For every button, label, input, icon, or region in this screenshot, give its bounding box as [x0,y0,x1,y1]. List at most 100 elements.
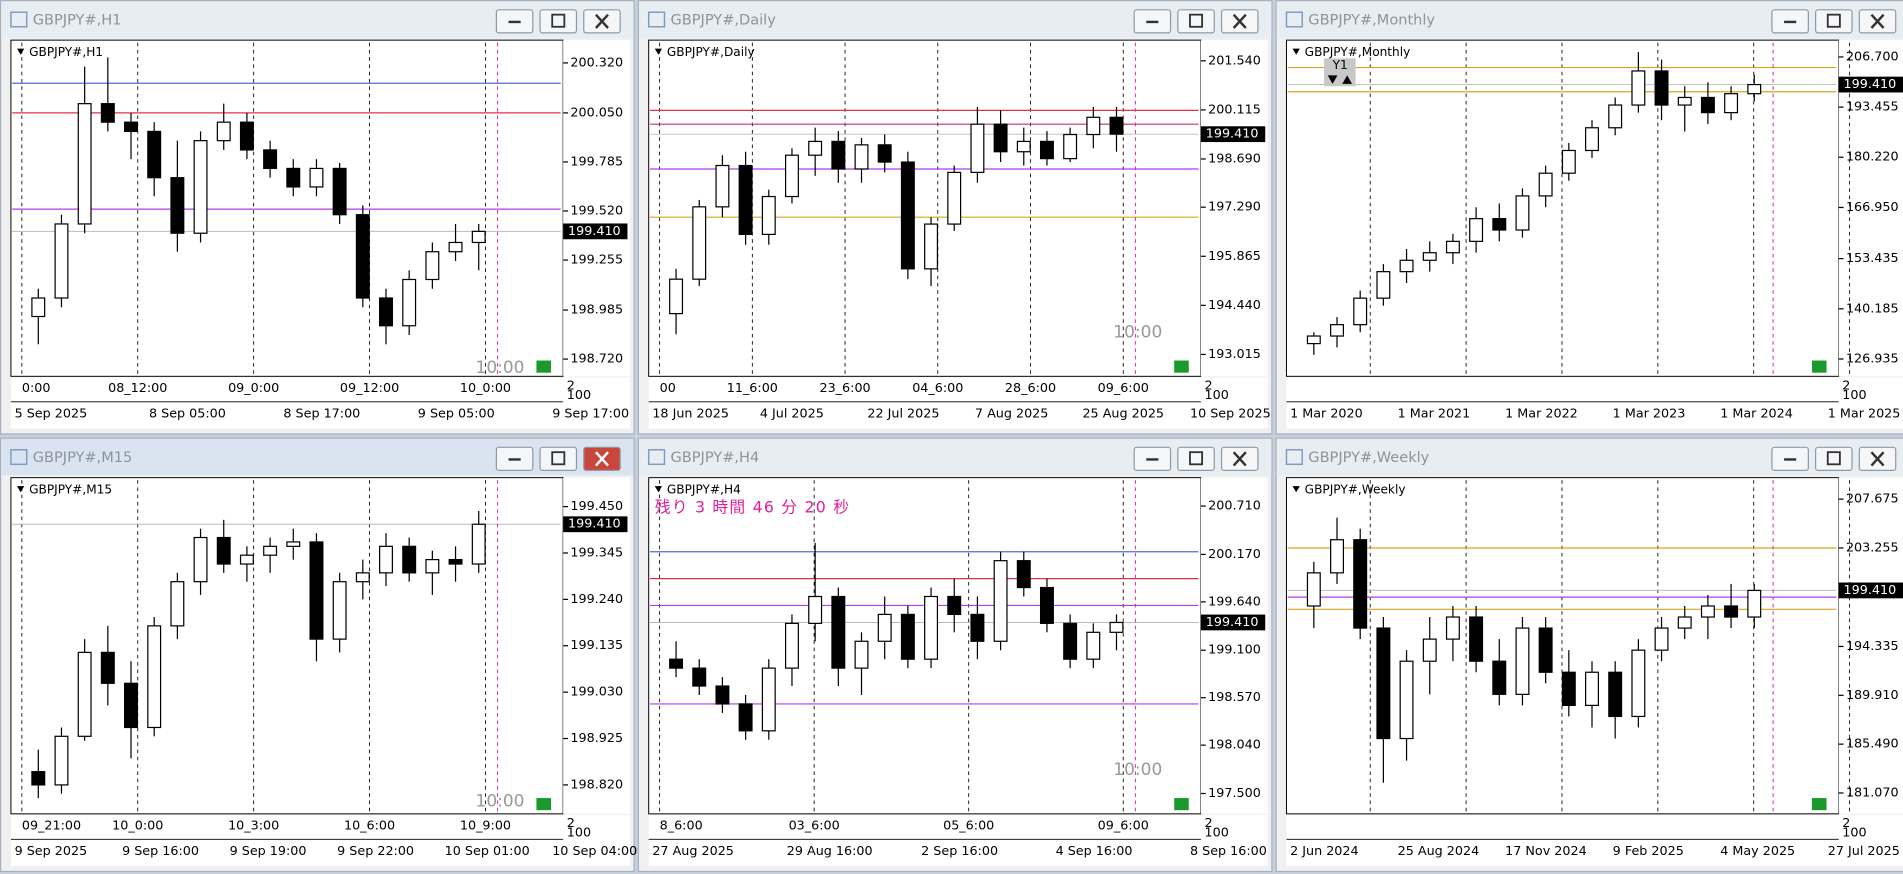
candle-body [993,123,1008,153]
price-tick-label: 140.185 [1846,301,1899,316]
candle-body [1422,638,1437,662]
candle-body [1086,631,1101,660]
maximize-button[interactable] [539,9,578,34]
maximize-button[interactable] [1177,9,1215,34]
price-tick-label: 199.520 [570,204,623,219]
candle-body [784,154,799,198]
date-label: 4 Jul 2025 [760,406,824,421]
window-title: GBPJPY#,H1 [33,12,122,29]
candle-body [877,613,892,642]
candle-body [738,164,753,236]
candle-body [355,572,370,583]
price-tick-label: 197.290 [1208,200,1261,215]
candle-body [1330,539,1344,574]
price-tick-label: 199.100 [1208,643,1261,658]
scale-corner: 2 [567,379,575,394]
time-axis [10,815,630,867]
candle-body [947,171,962,225]
price-tick-label: 198.985 [570,303,623,318]
label-arrow [16,48,25,55]
window-title: GBPJPY#,M15 [33,449,133,466]
candle-body [1654,627,1669,651]
candle-body [970,613,985,642]
bar-timer: 10:00 [476,358,525,378]
candle-body [1353,297,1368,326]
price-tick-label: 193.015 [1208,347,1261,362]
candle-body [1608,671,1623,718]
candle-body [1747,589,1762,618]
candle-body [31,297,46,318]
time-axis [648,377,1268,429]
bid-box [1838,582,1903,599]
chart-label: GBPJPY#,H4 [667,482,741,496]
candle-body [332,581,347,640]
countdown: 残り 3 時間 46 分 20 秒 [655,497,850,516]
separator-label: 09_0:00 [228,381,279,396]
candle-body [1063,133,1078,160]
candle-body [1039,140,1054,160]
scale-corner: 100 [567,388,591,403]
maximize-button[interactable] [539,446,578,471]
price-tick-label: 200.115 [1208,102,1261,117]
price-tick-label: 198.925 [570,731,623,746]
date-label: 10 Sep 04:00 [552,844,637,859]
bid-label: 199.410 [1206,615,1259,630]
candle-body [1515,627,1530,695]
price-tick-label: 199.640 [1208,594,1261,609]
bid-label: 199.410 [568,224,621,239]
candle-body [1016,560,1031,589]
maximize-button[interactable] [1815,9,1853,34]
candle-body [1492,218,1507,231]
date-label: 7 Aug 2025 [975,406,1048,421]
close-glyph [595,13,609,29]
maximize-button[interactable] [1815,446,1853,471]
bid-box [563,516,628,533]
date-label: 10 Sep 2025 [1190,406,1271,421]
price-tick-label: 198.040 [1208,738,1261,753]
date-label: 10 Sep 01:00 [445,844,530,859]
date-label: 9 Sep 2025 [15,844,88,859]
candle-body [239,554,254,565]
bar-timer: 10:00 [1113,760,1162,780]
maximize-button[interactable] [1177,446,1215,471]
scale-corner: 100 [1842,826,1866,841]
maximize-glyph [1826,451,1841,466]
candle-body [761,195,776,236]
separator-label: 8_6:00 [660,818,703,833]
window-title: GBPJPY#,Weekly [1308,449,1429,466]
candle-body [263,149,278,170]
separator-label: 09_6:00 [1098,818,1149,833]
candle-body [425,558,440,574]
price-axis [563,40,630,377]
candle-body [761,667,776,732]
date-label: 18 Jun 2025 [652,406,729,421]
time-axis [1286,815,1903,867]
date-label: 8 Sep 05:00 [149,406,226,421]
window-icon [647,449,666,466]
status-icon [1174,360,1189,373]
candle-body [877,144,892,163]
close-glyph [595,451,609,467]
date-label: 4 Sep 16:00 [1056,844,1133,859]
candle-body [1422,252,1437,261]
badge-arrows [1327,75,1353,84]
separator-label: 28_6:00 [1005,381,1056,396]
date-label: 2 Jun 2024 [1290,844,1359,859]
candle-body [1561,671,1576,706]
price-axis [1200,40,1268,377]
plot-area [10,477,564,815]
date-label: 1 Mar 2024 [1720,406,1793,421]
chart-window: GBPJPY#,Weekly 2 Jun 2024 25 Aug 2024 17 No… [1275,437,1903,873]
candle-body [1747,83,1762,95]
close-glyph [1232,13,1247,29]
date-label: 9 Feb 2025 [1613,844,1684,859]
candle-body [715,164,730,208]
candle-body [100,103,115,123]
candle-body [1677,616,1692,629]
bid-box [1200,614,1266,631]
chart-window: GBPJPY#,M15 09_21:00 10_0:00 10_3:00 10_6:00… [0,437,637,873]
candle-body [1399,660,1414,740]
price-tick-label: 200.050 [570,105,623,120]
candle-body [286,541,301,547]
